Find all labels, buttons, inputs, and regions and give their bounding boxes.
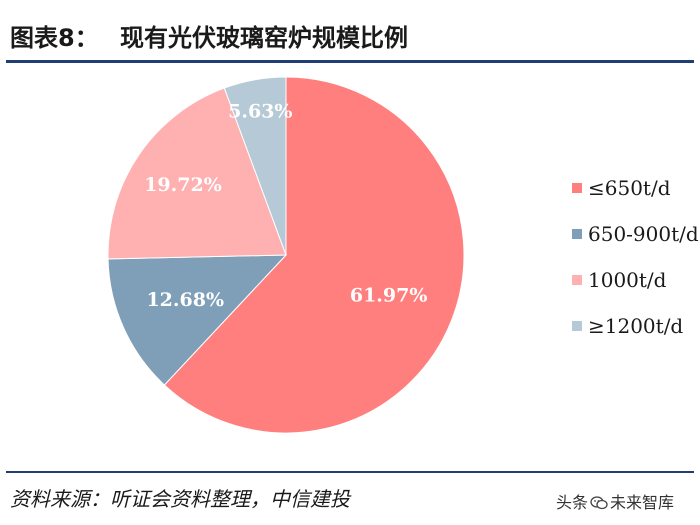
legend-swatch xyxy=(572,183,582,193)
pie-slice-le-650 xyxy=(163,76,465,434)
legend-swatch xyxy=(572,229,582,239)
legend-item-ge-1200: ≥1200t/d xyxy=(572,313,697,339)
slice-value-label-650-900: 12.68% xyxy=(146,289,224,311)
watermark-text-1: 头条 xyxy=(556,493,589,512)
slice-value-label-le-650: 61.97% xyxy=(350,285,428,307)
legend-item-650-900: 650-900t/d xyxy=(572,221,699,247)
figure-header: 图表8： 现有光伏玻璃窑炉规模比例 xyxy=(10,18,690,52)
watermark: 头条 未来智库 xyxy=(556,489,674,513)
slice-value-label-ge-1200: 5.63% xyxy=(228,100,292,122)
legend-label: ≥1200t/d xyxy=(588,314,684,338)
legend-label: 1000t/d xyxy=(588,268,667,292)
source-note: 资料来源：听证会资料整理，中信建投 xyxy=(10,487,350,511)
legend-swatch xyxy=(572,275,582,285)
slice-value-label-1000: 19.72% xyxy=(144,174,222,196)
chart-legend: ≤650t/d 650-900t/d 1000t/d ≥1200t/d xyxy=(572,175,699,359)
legend-label: ≤650t/d xyxy=(588,176,671,200)
legend-item-le-650: ≤650t/d xyxy=(572,175,697,201)
wechat-icon xyxy=(590,496,608,510)
pie-slice-1000 xyxy=(107,87,287,260)
bottom-rule xyxy=(6,471,694,473)
watermark-text-2: 未来智库 xyxy=(610,493,675,512)
top-rule xyxy=(6,60,694,63)
pie-slice-ge-1200 xyxy=(223,76,287,256)
figure-number: 图表8： xyxy=(10,24,99,52)
legend-item-1000: 1000t/d xyxy=(572,267,697,293)
pie-slices xyxy=(107,76,465,434)
legend-swatch xyxy=(572,321,582,331)
chart-title: 现有光伏玻璃窑炉规模比例 xyxy=(120,24,408,52)
pie-labels: 61.97% 12.68% 19.72% 5.63% xyxy=(144,100,427,311)
pie-slice-650-900 xyxy=(107,254,288,386)
legend-label: 650-900t/d xyxy=(588,222,699,246)
